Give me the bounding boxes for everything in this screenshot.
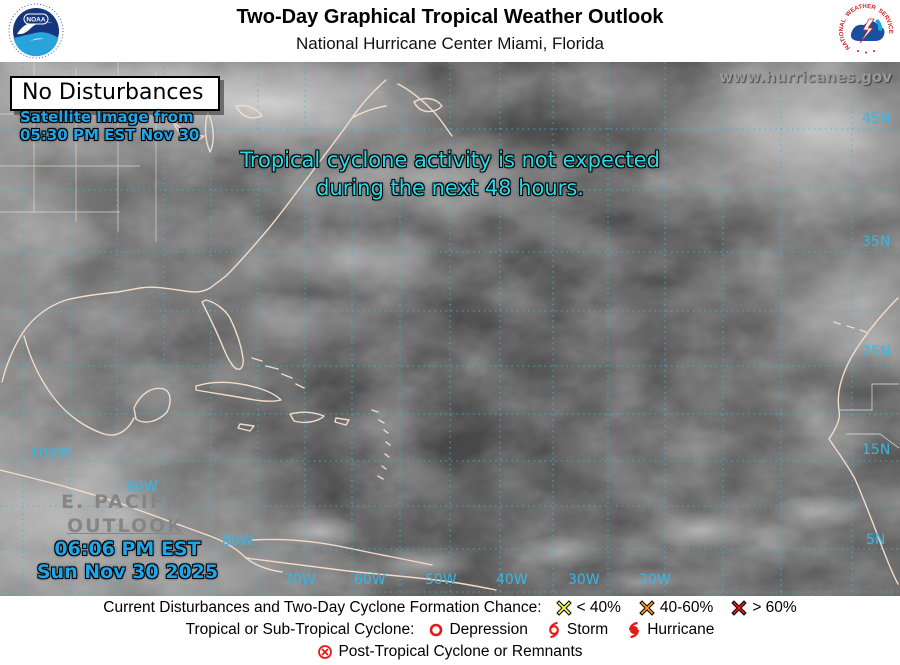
page-header: NOAA Two-Day Graphical Tropical Weather … [0,0,900,62]
formation-chance-label: Current Disturbances and Two-Day Cyclone… [103,599,542,616]
legend-item: Depression [428,621,528,639]
coastline-outlines [0,79,899,591]
lon-label: 100W [30,446,71,462]
lon-label: 80W [222,533,254,549]
legend-item: < 40% [555,599,621,617]
website-link[interactable]: www.hurricanes.gov [719,68,892,86]
lat-label: 15N [862,442,891,458]
legend-item: Storm [546,621,608,639]
post-tropical-item: Post-Tropical Cyclone or Remnants [317,643,583,661]
issued-time: 06:06 PM EST [54,538,201,560]
lat-label: 35N [862,234,891,250]
post-tropical-icon [317,644,333,660]
lon-label: 20W [639,572,671,588]
legend-footer: Current Disturbances and Two-Day Cyclone… [0,596,900,665]
x-mark-icon [731,600,748,616]
page-title: Two-Day Graphical Tropical Weather Outlo… [236,6,664,28]
legend-item-label: < 40% [576,599,621,616]
legend-item: 40-60% [639,599,713,617]
lon-label: 50W [425,572,457,588]
issued-date: Sun Nov 30 2025 [36,561,219,583]
state-boundary-lines [0,62,157,242]
outlook-message: Tropical cyclone activity is not expecte… [0,146,900,202]
post-tropical-label: Post-Tropical Cyclone or Remnants [338,643,583,660]
status-box: No Disturbances [10,76,220,111]
legend-item-label: Depression [449,621,528,638]
legend-row-cyclone-types: Tropical or Sub-Tropical Cyclone: Depres… [0,621,900,639]
lon-label: 70W [284,572,316,588]
satellite-caption-line2: 05:30 PM EST Nov 30 [20,126,200,144]
legend-item: > 60% [731,599,797,617]
svg-text:NOAA: NOAA [26,17,45,24]
lon-label: 40W [496,572,528,588]
x-mark-icon [555,600,572,616]
satellite-caption: Satellite Image from 05:30 PM EST Nov 30 [20,108,199,144]
x-mark-icon [639,600,655,616]
lat-label: 45N [862,111,891,127]
formation-chance-items: < 40% 40-60% > 60% [555,599,797,617]
lon-label: 60W [354,572,386,588]
nws-logo-icon: NATIONAL WEATHER SERVICE [838,3,894,59]
issuance-timestamp: 06:06 PM EST Sun Nov 30 2025 [20,538,235,584]
lat-label: 5N [866,532,886,548]
noaa-logo-icon: NOAA [8,3,64,59]
lat-label: 25N [862,344,891,360]
legend-row-formation-chance: Current Disturbances and Two-Day Cyclone… [0,599,900,617]
outlook-message-line1: Tropical cyclone activity is not expecte… [240,148,660,172]
outlook-message-line2: during the next 48 hours. [316,176,584,200]
page-subtitle: National Hurricane Center Miami, Florida [295,34,604,53]
depression-icon [428,622,444,638]
map-overlay-graphics [0,62,900,596]
graticule-gridlines [0,62,900,596]
cyclone-type-items: Depression Storm Hurricane [428,621,714,639]
cyclone-type-label: Tropical or Sub-Tropical Cyclone: [185,621,415,638]
legend-item-label: 40-60% [659,599,714,616]
east-pacific-outlook-link[interactable]: E. PACIFIC OUTLOOK [61,491,190,537]
hurricane-icon [626,622,642,638]
legend-item: Hurricane [626,621,714,639]
satellite-caption-line1: Satellite Image from [20,108,194,126]
legend-row-post-tropical: Post-Tropical Cyclone or Remnants [0,643,900,661]
country-border-lines [840,383,900,449]
storm-icon [546,622,562,638]
satellite-outlook-map[interactable]: No Disturbances Satellite Image from 05:… [0,62,900,596]
lon-label: 90W [126,479,158,495]
lon-label: 30W [568,572,600,588]
legend-item-label: > 60% [752,599,797,616]
legend-item-label: Storm [566,621,609,638]
legend-item-label: Hurricane [647,621,715,638]
